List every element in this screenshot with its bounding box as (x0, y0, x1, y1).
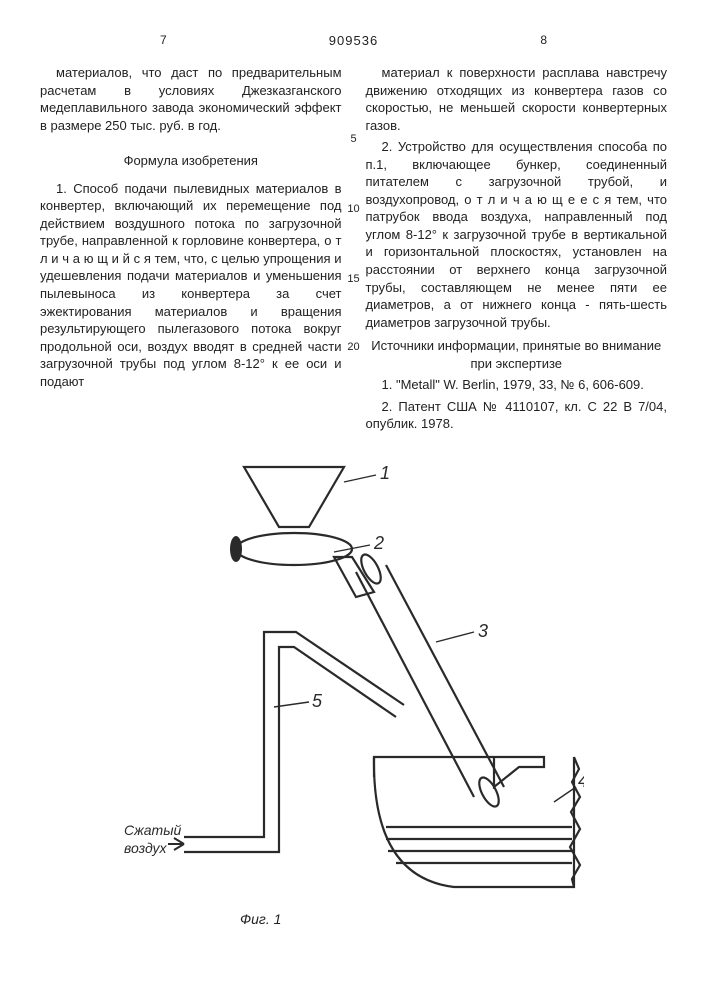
left-column: материалов, что даст по предварительным … (40, 64, 342, 437)
page-number-left: 7 (160, 32, 167, 48)
converter-body-left (373, 757, 573, 887)
air-label-line1: Сжатый (124, 822, 181, 838)
formula-section-title: Формула изобретения (40, 152, 342, 170)
page-number-right: 8 (540, 32, 547, 48)
line-marker-10: 10 (344, 202, 364, 217)
right-paragraph-1: материал к поверхности расплава навстреч… (366, 64, 668, 134)
leader-3 (436, 632, 474, 642)
source-1: 1. "Metall" W. Berlin, 1979, 33, № 6, 60… (366, 376, 668, 394)
figure-1: 1 2 3 4 5 Сжатый воздух Фиг. 1 (40, 457, 667, 937)
line-marker-15: 15 (344, 272, 364, 287)
sources-title: Источники информации, принятые во вниман… (366, 337, 668, 372)
right-column: материал к поверхности расплава навстреч… (366, 64, 668, 437)
callout-1: 1 (380, 463, 390, 483)
feed-pipe-end (475, 775, 502, 810)
callout-3: 3 (478, 621, 488, 641)
document-number: 909536 (329, 32, 378, 50)
line-marker-20: 20 (344, 340, 364, 355)
right-paragraph-2: 2. Устройство для осуществления способа … (366, 138, 668, 331)
air-pipe (184, 632, 404, 837)
feed-pipe-right (386, 565, 504, 787)
source-2: 2. Патент США № 4110107, кл. С 22 В 7/04… (366, 398, 668, 433)
feeder-end-left (230, 536, 242, 562)
converter-mouth (374, 757, 544, 787)
air-label-line2: воздух (124, 840, 168, 856)
callout-4: 4 (578, 771, 584, 791)
callout-5: 5 (312, 691, 323, 711)
left-paragraph-2: 1. Способ подачи пылевидных материалов в… (40, 180, 342, 391)
page-header: 7 909536 8 (40, 32, 667, 56)
leader-4 (554, 787, 576, 802)
leader-1 (344, 475, 376, 482)
text-columns: материалов, что даст по предварительным … (40, 64, 667, 437)
figure-svg: 1 2 3 4 5 Сжатый воздух (124, 457, 584, 917)
left-paragraph-1: материалов, что даст по предварительным … (40, 64, 342, 134)
line-marker-5: 5 (344, 132, 364, 147)
callout-2: 2 (373, 533, 384, 553)
figure-caption: Фиг. 1 (240, 910, 281, 929)
hopper-shape (244, 467, 344, 527)
